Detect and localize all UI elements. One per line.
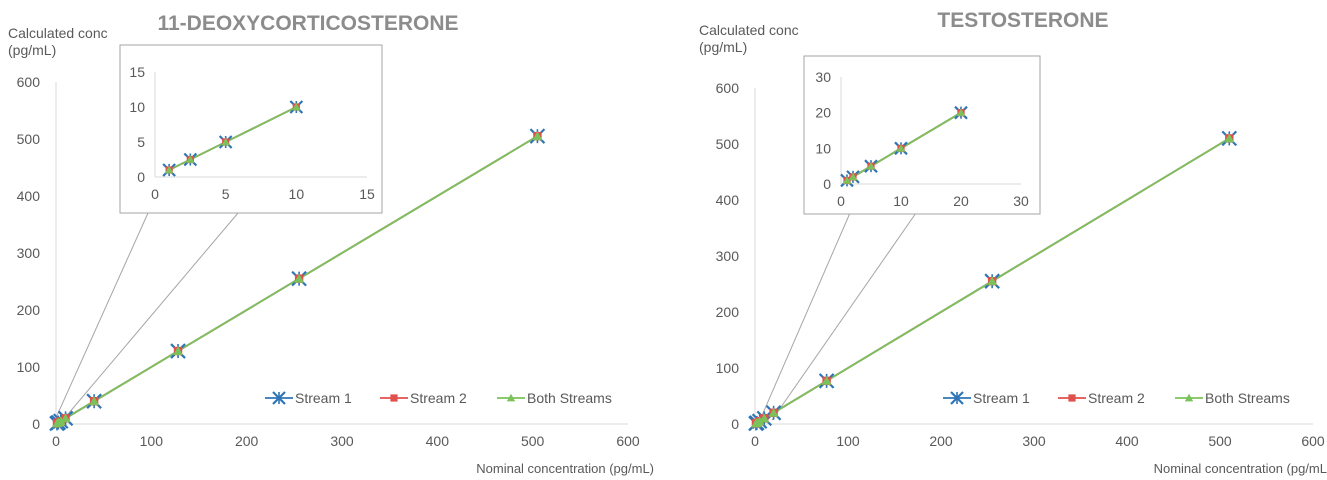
inset-x-tick-label: 10 (893, 193, 909, 209)
y-tick-label: 400 (17, 188, 41, 204)
legend-label-stream-2: Stream 2 (1088, 390, 1145, 406)
data-point-both-streams (60, 413, 71, 423)
legend-marker-both-streams (1184, 393, 1194, 402)
legend-label-stream-1: Stream 1 (973, 390, 1030, 406)
x-tick-label: 400 (1115, 433, 1139, 449)
x-tick-label: 500 (521, 433, 545, 449)
inset-x-tick-label: 5 (222, 186, 230, 202)
inset-data-point-both-streams (956, 108, 966, 117)
data-point-both-streams (821, 375, 832, 385)
x-tick-label: 400 (426, 433, 450, 449)
x-tick-label: 100 (836, 433, 860, 449)
y-tick-label: 600 (716, 80, 740, 96)
legend-marker-stream-2 (1068, 394, 1076, 402)
inset-data-point-both-streams (186, 155, 195, 163)
data-point-both-streams (754, 416, 765, 426)
inset-x-tick-label: 30 (1013, 193, 1029, 209)
legend-marker-both-streams (506, 393, 516, 402)
y-tick-label: 200 (17, 302, 41, 318)
x-tick-label: 600 (1301, 433, 1325, 449)
inset-y-tick-label: 0 (137, 169, 145, 185)
inset-chart: 0 10 20 30 0 10 20 30 (803, 55, 1041, 215)
legend-label-stream-1: Stream 1 (295, 390, 352, 406)
inset-data-point-both-streams (842, 176, 852, 184)
inset-data-point-both-streams (848, 172, 858, 181)
data-point-both-streams (173, 346, 183, 355)
x-axis-label: Nominal concentration (pg/mL (1154, 461, 1327, 476)
inset-callout-line (54, 212, 149, 421)
chart-1: 11-DEOXYCORTICOSTERONE Calculated conc(pg… (8, 12, 654, 476)
inset-data-point-both-streams (896, 144, 906, 152)
y-tick-label: 100 (716, 360, 740, 376)
x-tick-label: 300 (1022, 433, 1046, 449)
x-tick-label: 200 (929, 433, 953, 449)
data-point-both-streams (55, 416, 66, 426)
inset-x-tick-label: 10 (289, 186, 305, 202)
y-axis-unit: (pg/mL) (8, 42, 56, 58)
data-point-both-streams (294, 273, 304, 283)
y-axis-label: Calculated conc (699, 22, 799, 38)
inset-y-tick-label: 20 (815, 105, 831, 121)
inset-x-tick-label: 0 (151, 186, 159, 202)
inset-y-tick-label: 15 (129, 64, 145, 80)
legend: Stream 1 Stream 2 Both Streams (265, 390, 612, 406)
y-tick-label: 0 (731, 416, 739, 432)
inset-data-point-both-streams (221, 137, 230, 146)
y-axis-label: Calculated conc (8, 25, 108, 41)
inset-data-point-both-streams (866, 161, 876, 170)
chart-title: 11-DEOXYCORTICOSTERONE (157, 12, 458, 35)
y-tick-label: 500 (716, 136, 740, 152)
inset-y-tick-label: 5 (137, 134, 145, 150)
inset-x-tick-label: 0 (837, 193, 845, 209)
x-tick-label: 0 (52, 433, 60, 449)
y-tick-label: 500 (17, 131, 41, 147)
legend: Stream 1 Stream 2 Both Streams (943, 390, 1290, 406)
legend-marker-stream-2 (390, 394, 398, 402)
x-tick-label: 300 (330, 433, 354, 449)
inset-y-tick-label: 10 (129, 99, 145, 115)
chart-2: TESTOSTERONE Calculated conc(pg/mL) Nomina… (699, 9, 1327, 476)
inset-x-tick-label: 15 (359, 186, 375, 202)
inset-callout-line (759, 212, 851, 421)
data-point-both-streams (768, 407, 779, 417)
x-tick-label: 500 (1208, 433, 1232, 449)
inset-data-point-both-streams (292, 102, 301, 111)
x-tick-label: 100 (140, 433, 164, 449)
data-point-both-streams (759, 413, 770, 423)
x-tick-label: 600 (616, 433, 640, 449)
inset-callout-line (771, 212, 917, 421)
y-tick-label: 600 (17, 74, 41, 90)
data-point-both-streams (532, 131, 543, 141)
y-tick-label: 300 (17, 245, 41, 261)
x-tick-label: 200 (235, 433, 259, 449)
y-tick-label: 400 (716, 192, 740, 208)
y-tick-label: 300 (716, 248, 740, 264)
inset-data-point-both-streams (164, 165, 174, 174)
y-tick-label: 200 (716, 304, 740, 320)
data-point-both-streams (987, 276, 998, 286)
data-point-both-streams (1224, 133, 1235, 143)
inset-chart: 0 5 10 15 0 5 10 15 (119, 44, 383, 214)
data-point-both-streams (89, 396, 100, 406)
inset-callout-line (62, 212, 239, 421)
y-tick-label: 0 (32, 416, 40, 432)
inset-y-tick-label: 30 (815, 69, 831, 85)
x-tick-label: 0 (751, 433, 759, 449)
inset-y-tick-label: 10 (815, 140, 831, 156)
y-tick-label: 100 (17, 359, 41, 375)
legend-label-stream-2: Stream 2 (410, 390, 467, 406)
y-axis-unit: (pg/mL) (699, 39, 747, 55)
inset-series-line-both-streams (168, 106, 297, 171)
x-axis-label: Nominal concentration (pg/mL) (476, 461, 654, 476)
inset-x-tick-label: 20 (953, 193, 969, 209)
legend-label-both-streams: Both Streams (527, 390, 612, 406)
chart-title: TESTOSTERONE (937, 9, 1108, 32)
legend-label-both-streams: Both Streams (1205, 390, 1290, 406)
inset-y-tick-label: 0 (823, 176, 831, 192)
